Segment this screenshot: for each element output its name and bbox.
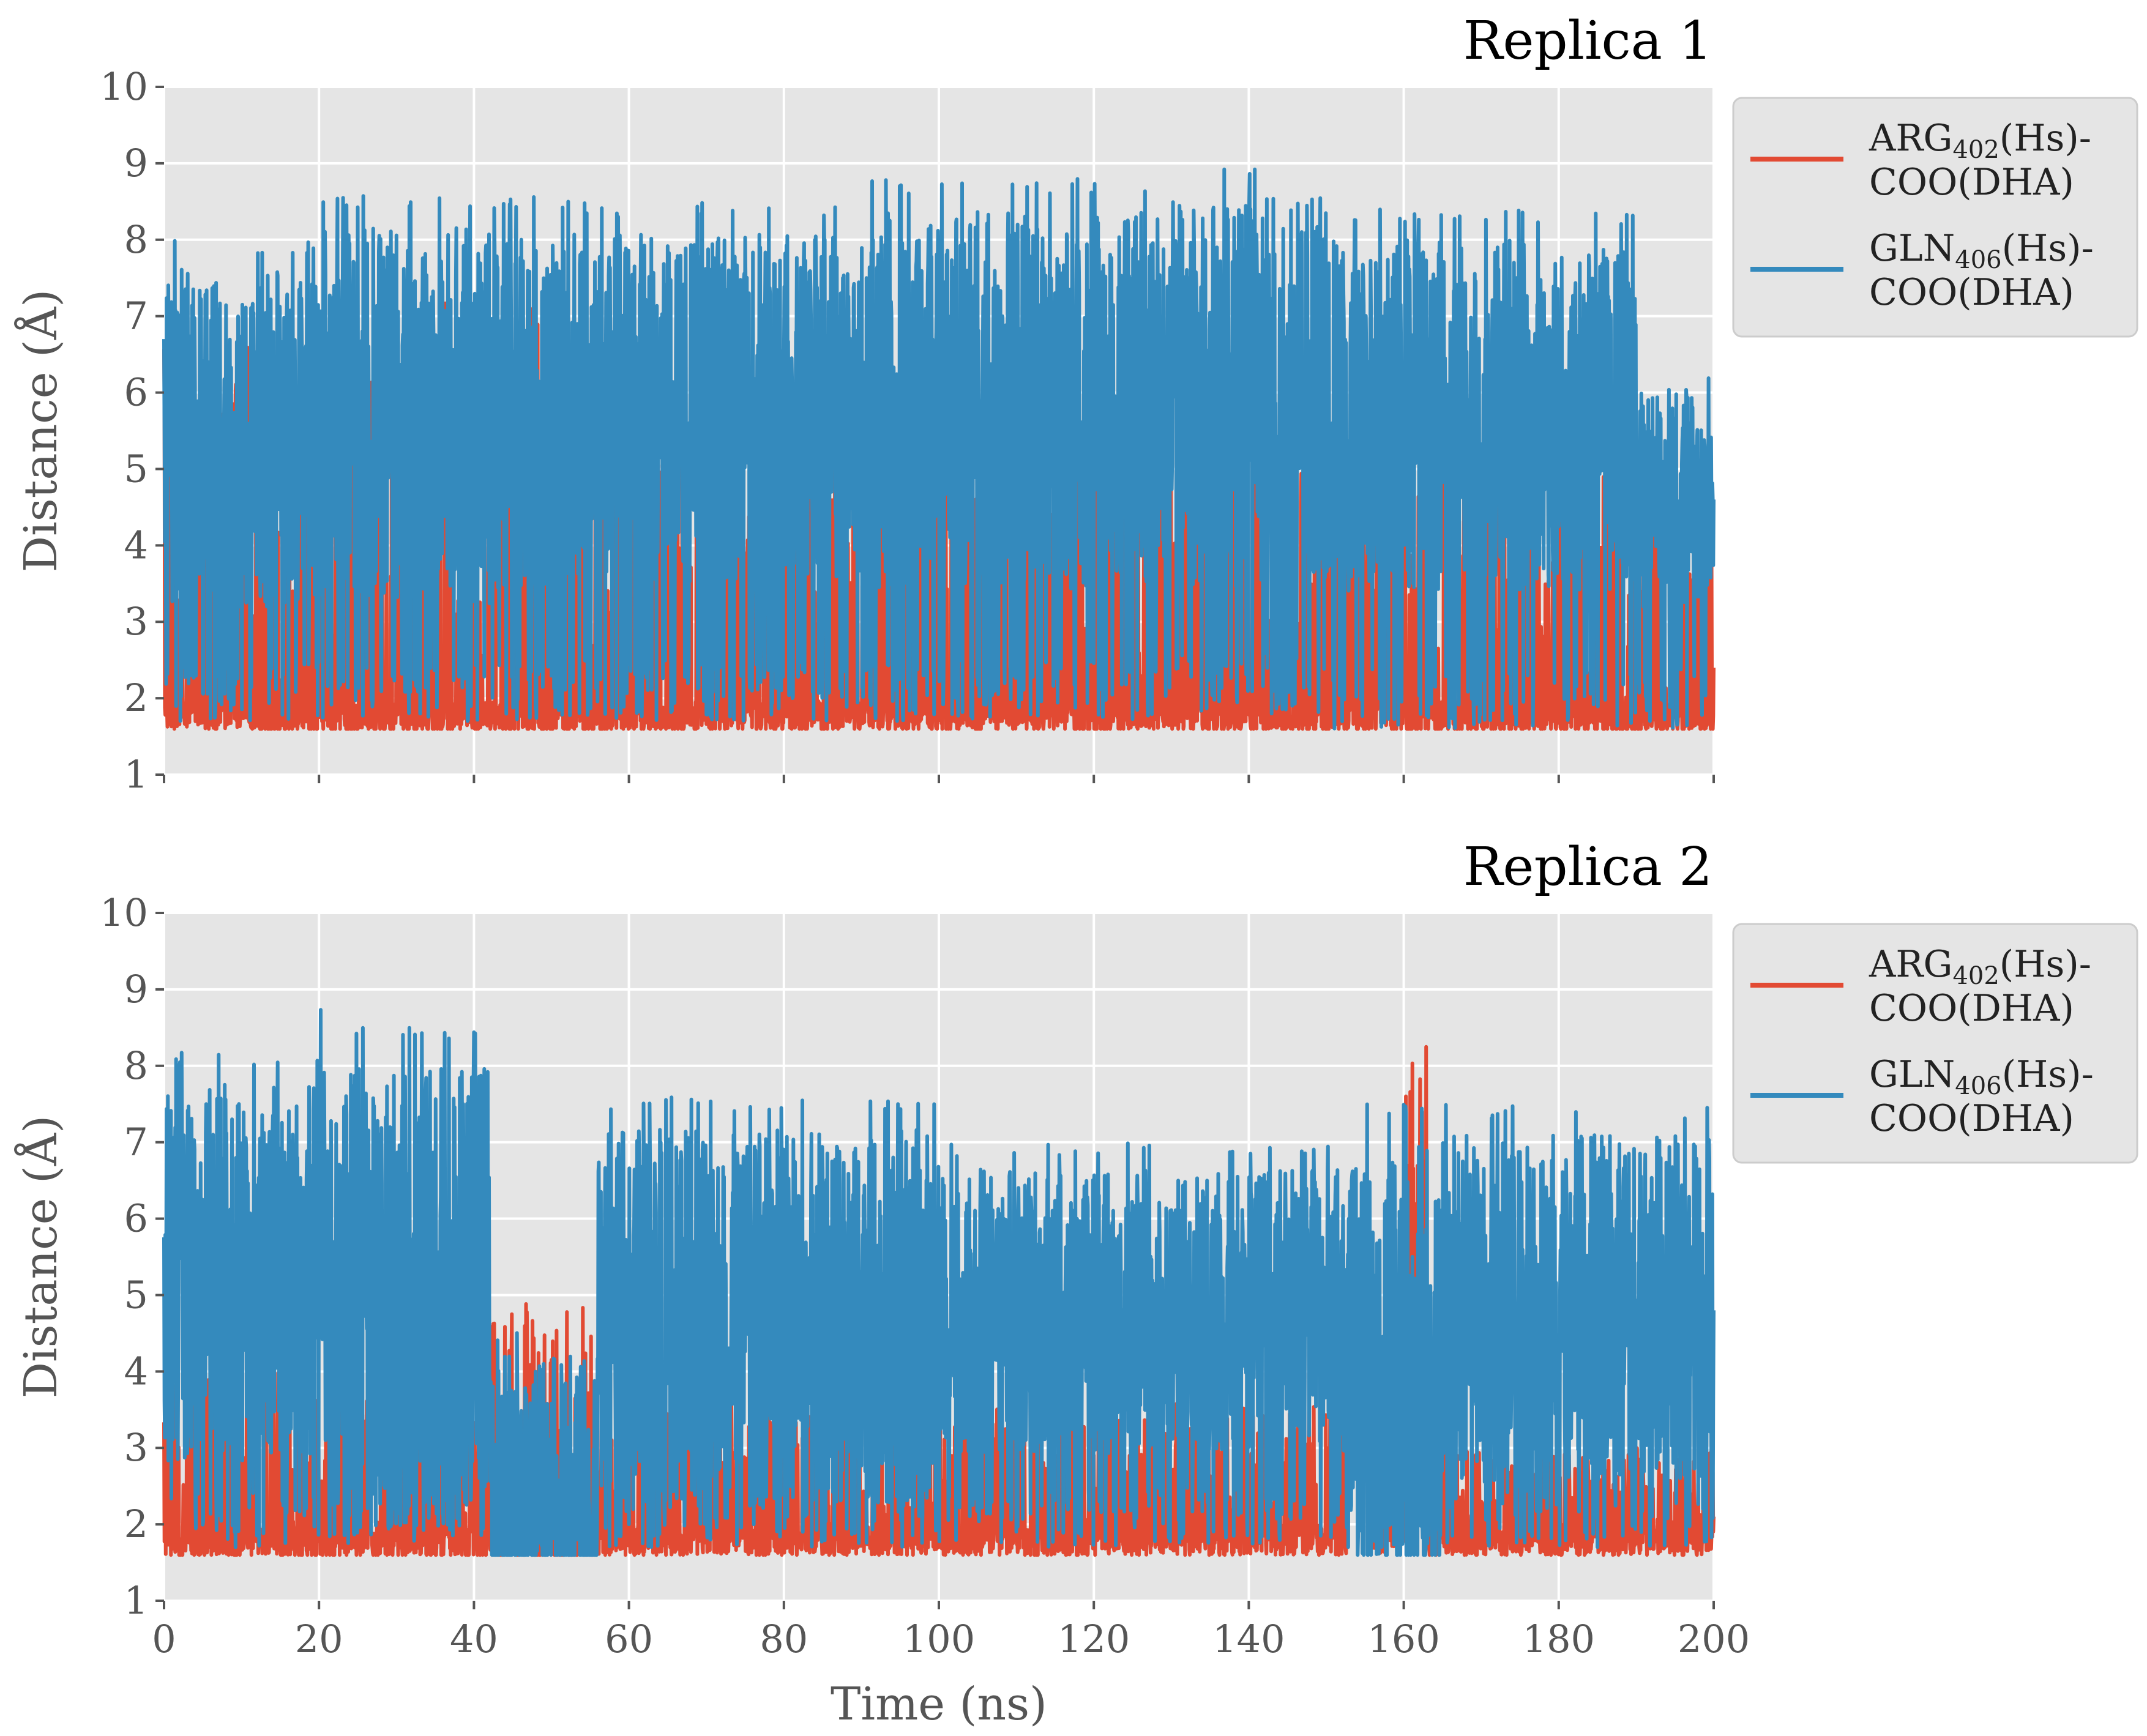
legend-label-arg402-line-1: ARG402(Hs)- [1869, 117, 2091, 164]
x-tick-label-0: 0 [152, 1617, 176, 1661]
x-tick-label-160: 160 [1367, 1617, 1439, 1661]
y-tick-label-5: 5 [124, 1272, 148, 1317]
y-tick-label-5: 5 [124, 446, 148, 491]
y-tick-label-1: 1 [124, 752, 148, 797]
legend-label-gln406-line-2: COO(DHA) [1869, 271, 2074, 314]
y-tick-label-10: 10 [100, 890, 148, 935]
y-tick-label-2: 2 [124, 676, 148, 720]
y-tick-label-2: 2 [124, 1502, 148, 1546]
x-axis-label: Time (ns) [831, 1678, 1047, 1730]
y-tick-label-9: 9 [124, 967, 148, 1011]
x-tick-label-180: 180 [1523, 1617, 1595, 1661]
y-tick-label-8: 8 [124, 1043, 148, 1088]
panel-replica-1: 1 2 3 4 5 6 7 8 9 10 Replica 1 Distance (Å) ARG40… [13, 10, 2138, 797]
x-tick-label-20: 20 [295, 1617, 343, 1661]
y-tick-label-10: 10 [100, 64, 148, 109]
x-tick-label-40: 40 [450, 1617, 498, 1661]
legend-label-gln406-line-1: GLN406(Hs)- [1869, 227, 2094, 274]
legend-replica-1: ARG402(Hs)-COO(DHA)GLN406(Hs)-COO(DHA) [1732, 97, 2138, 338]
y-axis-label-replica-1: Distance (Å) [13, 289, 67, 572]
y-tick-label-7: 7 [124, 1120, 148, 1164]
x-tick-label-60: 60 [605, 1617, 653, 1661]
panel-title-replica-1: Replica 1 [1463, 10, 1712, 72]
y-axis-label-replica-2: Distance (Å) [13, 1116, 67, 1398]
series-replica-1 [162, 167, 1716, 731]
y-tick-label-4: 4 [124, 523, 148, 567]
legend-label-gln406-line-2: COO(DHA) [1869, 1097, 2074, 1140]
series-line-gln406 [162, 1008, 1716, 1557]
legend-label-gln406-line-1: GLN406(Hs)- [1869, 1053, 2094, 1100]
y-tick-label-6: 6 [124, 370, 148, 415]
y-tick-label-9: 9 [124, 141, 148, 185]
legend-replica-2: ARG402(Hs)-COO(DHA)GLN406(Hs)-COO(DHA) [1732, 923, 2138, 1164]
y-tick-label-1: 1 [124, 1578, 148, 1623]
x-tick-label-140: 140 [1212, 1617, 1285, 1661]
panel-title-replica-2: Replica 2 [1463, 836, 1712, 898]
series-replica-2 [162, 1008, 1716, 1557]
ticks-replica-1: 1 2 3 4 5 6 7 8 9 10 [100, 64, 1715, 797]
legend-label-arg402-line-2: COO(DHA) [1869, 987, 2074, 1030]
y-tick-label-3: 3 [124, 1425, 148, 1470]
y-tick-label-8: 8 [124, 217, 148, 262]
y-tick-label-6: 6 [124, 1196, 148, 1241]
x-tick-label-200: 200 [1678, 1617, 1750, 1661]
x-tick-label-80: 80 [760, 1617, 808, 1661]
x-tick-label-120: 120 [1058, 1617, 1130, 1661]
y-tick-label-3: 3 [124, 599, 148, 644]
x-tick-label-100: 100 [903, 1617, 975, 1661]
series-line-gln406 [162, 167, 1716, 731]
y-tick-label-4: 4 [124, 1349, 148, 1393]
y-tick-label-7: 7 [124, 294, 148, 338]
legend-label-arg402-line-2: COO(DHA) [1869, 161, 2074, 204]
legend-label-arg402-line-1: ARG402(Hs)- [1869, 943, 2091, 990]
